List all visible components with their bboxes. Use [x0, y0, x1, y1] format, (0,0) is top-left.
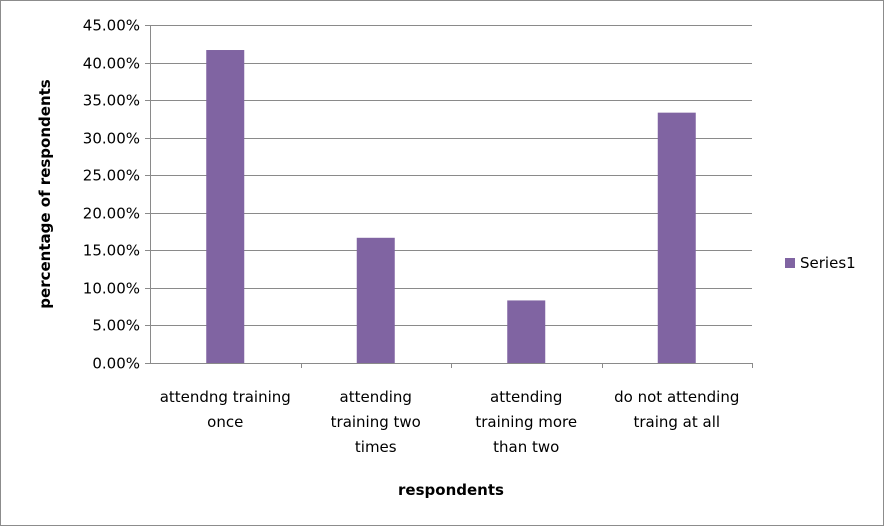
y-tick-label: 45.00%	[83, 17, 140, 35]
y-tick-labels: 0.00% 5.00% 10.00% 15.00% 20.00% 25.00% 30.00%…	[83, 17, 140, 373]
x-category-labels: attendng training once attending training t…	[160, 388, 740, 456]
y-tick-label: 20.00%	[83, 205, 140, 223]
x-category-label-line: do not attending	[614, 388, 739, 406]
y-tick-label: 10.00%	[83, 280, 140, 298]
x-category-label-line: once	[207, 413, 243, 431]
x-category-label: do not attending traing at all	[614, 388, 739, 431]
plot-background	[150, 25, 752, 363]
bar	[206, 50, 245, 364]
plot-area	[150, 25, 752, 363]
y-tick-label: 30.00%	[83, 130, 140, 148]
x-category-label: attendng training once	[160, 388, 291, 431]
bar	[657, 112, 696, 363]
x-category-label-line: times	[355, 438, 397, 456]
bars	[206, 50, 696, 364]
x-category-label: attending training two times	[331, 388, 421, 456]
legend-swatch-series1	[785, 258, 795, 268]
x-category-label-line: attending	[490, 388, 562, 406]
y-tick-label: 40.00%	[83, 55, 140, 73]
x-category-label: attending training more than two	[475, 388, 577, 456]
y-tick-label: 5.00%	[92, 317, 140, 335]
x-category-label-line: than two	[493, 438, 559, 456]
bar	[356, 237, 395, 363]
bar	[507, 300, 546, 363]
y-axis-title: percentage of respondents	[36, 79, 54, 309]
x-category-label-line: training more	[475, 413, 577, 431]
y-tick-label: 35.00%	[83, 92, 140, 110]
x-axis-title: respondents	[398, 481, 504, 499]
y-tick-label: 15.00%	[83, 242, 140, 260]
y-tick-label: 0.00%	[92, 355, 140, 373]
x-category-label-line: attending	[340, 388, 412, 406]
axes	[145, 25, 753, 368]
x-category-label-line: attendng training	[160, 388, 291, 406]
legend-label-series1: Series1	[800, 254, 856, 272]
x-category-label-line: traing at all	[633, 413, 720, 431]
x-category-label-line: training two	[331, 413, 421, 431]
legend: Series1	[785, 254, 856, 272]
gridlines	[150, 25, 752, 326]
y-tick-label: 25.00%	[83, 167, 140, 185]
